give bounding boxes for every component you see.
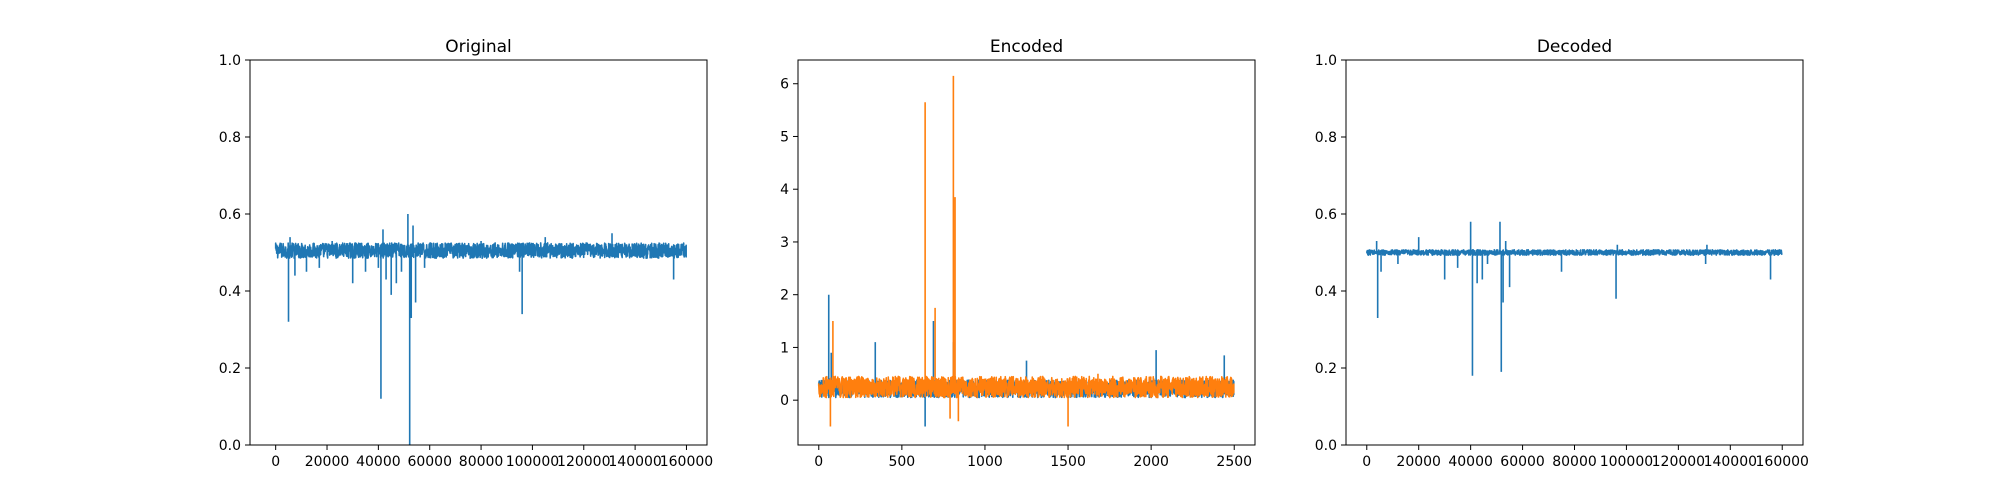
x-tick-label: 1000: [967, 454, 1003, 470]
x-tick-label: 20000: [1396, 454, 1441, 470]
y-tick-label: 0.6: [219, 207, 241, 223]
subplot-title-encoded: Encoded: [990, 37, 1063, 57]
y-tick-label: 4: [780, 182, 789, 198]
series-layer-original: [274, 214, 687, 445]
y-tick-label: 0.8: [1315, 130, 1337, 146]
x-tick-label: 100000: [506, 454, 559, 470]
x-tick-label: 120000: [1652, 454, 1705, 470]
x-tick-label: 2000: [1133, 454, 1169, 470]
y-tick-label: 0.4: [1315, 284, 1337, 300]
x-tick-label: 160000: [1756, 454, 1809, 470]
x-tick-label: 140000: [608, 454, 661, 470]
ticks-encoded: 0 500 1000 1500 2000 2500 0 1 2 3 4 5 6: [780, 77, 1252, 470]
x-tick-label: 2500: [1216, 454, 1252, 470]
subplot-original: Original 0 20000 40000 60000 80000 1000001200…: [219, 37, 713, 470]
y-tick-label: 0.0: [219, 438, 241, 454]
x-tick-label: 0: [271, 454, 280, 470]
x-tick-label: 1500: [1050, 454, 1086, 470]
axes-frame-encoded: [797, 59, 1256, 446]
ticks-decoded: 0 20000 40000 60000 80000 1000001200001400001…: [1315, 53, 1809, 470]
x-tick-label: 0: [814, 454, 823, 470]
x-tick-label: 60000: [1500, 454, 1545, 470]
series-layer-decoded: [1365, 221, 1783, 376]
x-tick-label: 100000: [1600, 454, 1653, 470]
y-tick-label: 0.4: [219, 284, 241, 300]
series-line-secondary: [817, 75, 1235, 427]
x-tick-label: 500: [888, 454, 915, 470]
x-tick-label: 40000: [356, 454, 401, 470]
x-tick-label: 60000: [407, 454, 452, 470]
y-tick-label: 2: [780, 288, 789, 304]
series-line-primary: [1365, 221, 1783, 376]
y-tick-label: 1.0: [219, 53, 241, 69]
ticks-original: 0 20000 40000 60000 80000 1000001200001400001…: [219, 53, 713, 470]
x-tick-label: 80000: [459, 454, 504, 470]
y-tick-label: 1: [780, 340, 789, 356]
y-tick-label: 0.8: [219, 130, 241, 146]
series-layer-encoded: [817, 75, 1235, 427]
subplot-encoded: Encoded 0 500 1000 1500 2000 2500 0 1 2 3 4 5 6: [780, 37, 1256, 470]
x-tick-label: 160000: [660, 454, 713, 470]
subplot-title-original: Original: [445, 37, 512, 57]
y-tick-label: 0.6: [1315, 207, 1337, 223]
x-tick-label: 20000: [305, 454, 350, 470]
y-tick-label: 5: [780, 129, 789, 145]
axes-frame-original: [249, 59, 708, 446]
x-tick-label: 40000: [1448, 454, 1493, 470]
subplot-decoded: Decoded 0 20000 40000 60000 80000 10000012000…: [1315, 37, 1809, 470]
x-tick-label: 0: [1362, 454, 1371, 470]
y-tick-label: 6: [780, 77, 789, 93]
series-line-primary: [274, 214, 687, 445]
y-tick-label: 3: [780, 235, 789, 251]
x-tick-label: 80000: [1552, 454, 1597, 470]
y-tick-label: 0.2: [1315, 361, 1337, 377]
y-tick-label: 0.2: [219, 361, 241, 377]
y-tick-label: 0: [780, 393, 789, 409]
x-tick-label: 140000: [1704, 454, 1757, 470]
subplot-title-decoded: Decoded: [1537, 37, 1612, 57]
y-tick-label: 0.0: [1315, 438, 1337, 454]
y-tick-label: 1.0: [1315, 53, 1337, 69]
x-tick-label: 120000: [557, 454, 610, 470]
